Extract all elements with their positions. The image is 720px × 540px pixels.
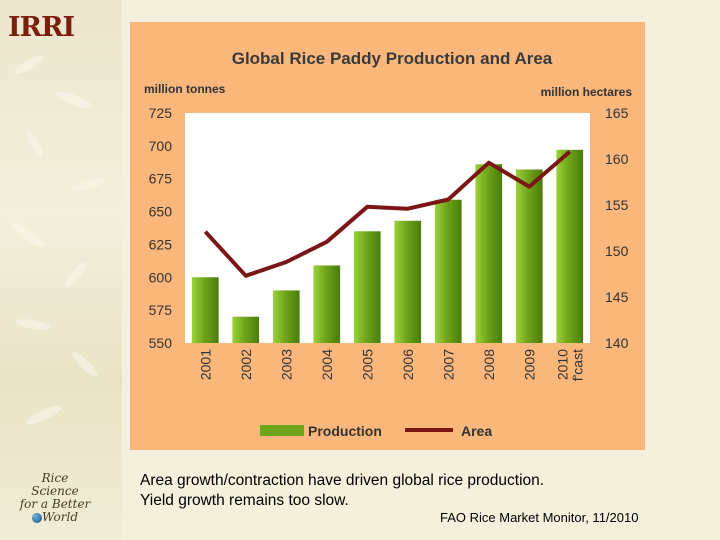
production-bar-2010 — [556, 149, 584, 343]
x-tick-2009: 2009 — [521, 349, 537, 380]
y-right-tick-140: 140 — [605, 335, 629, 351]
y-left-tick-600: 600 — [149, 269, 173, 285]
y-right-tick-165: 165 — [605, 105, 629, 121]
tagline-line-2: Science — [31, 484, 79, 498]
y-left-tick-650: 650 — [149, 204, 173, 220]
tagline-line-4: World — [42, 510, 78, 524]
x-tick-2007: 2007 — [440, 349, 456, 380]
production-bar-2005 — [353, 231, 381, 343]
legend-production-swatch — [260, 425, 304, 436]
globe-icon — [32, 512, 42, 523]
production-bar-2003 — [272, 290, 300, 343]
x-tick-fcast: f'cast — [569, 349, 585, 381]
y-left-tick-725: 725 — [149, 105, 173, 121]
legend-area-label: Area — [461, 423, 492, 439]
production-bar-2004 — [313, 265, 341, 343]
y-right-tick-145: 145 — [605, 289, 629, 305]
production-bar-2009 — [515, 169, 543, 343]
chart-title: Global Rice Paddy Production and Area — [232, 49, 553, 68]
y-right-tick-160: 160 — [605, 151, 629, 167]
y-left-tick-550: 550 — [149, 335, 173, 351]
x-tick-2004: 2004 — [319, 349, 335, 380]
y-left-tick-675: 675 — [149, 171, 173, 187]
y-axis-right-label: million hectares — [541, 85, 633, 99]
y-left-tick-700: 700 — [149, 138, 173, 154]
tagline-line-1: Rice — [41, 471, 69, 485]
production-bar-2002 — [232, 316, 260, 343]
x-tick-2006: 2006 — [400, 349, 416, 380]
x-tick-2008: 2008 — [481, 349, 497, 380]
y-axis-left-label: million tonnes — [144, 82, 226, 96]
y-right-tick-155: 155 — [605, 197, 629, 213]
caption-line-2: Yield growth remains too slow. — [140, 492, 349, 509]
rice-science-tagline: Rice Science for a Better World — [10, 472, 100, 524]
production-bar-2006 — [394, 220, 422, 343]
caption-line-1: Area growth/contraction have driven glob… — [140, 472, 545, 489]
production-area-chart: Global Rice Paddy Production and Area mi… — [144, 49, 633, 439]
irri-logo: IRRI — [8, 12, 75, 43]
area-line — [203, 150, 572, 278]
x-tick-2002: 2002 — [238, 349, 254, 380]
x-tick-2003: 2003 — [278, 349, 294, 380]
y-left-tick-625: 625 — [149, 236, 173, 252]
x-tick-2010: 2010 — [554, 349, 570, 380]
production-bar-2007 — [434, 199, 462, 343]
production-bar-2008 — [475, 164, 503, 343]
decorative-rice-strip — [0, 0, 122, 540]
y-left-tick-575: 575 — [149, 302, 173, 318]
y-right-tick-150: 150 — [605, 243, 629, 259]
caption: Area growth/contraction have driven glob… — [140, 471, 544, 511]
tagline-line-3: for a Better — [19, 497, 91, 511]
source-citation: FAO Rice Market Monitor, 11/2010 — [440, 510, 639, 525]
x-tick-2005: 2005 — [359, 349, 375, 380]
production-bar-2001 — [191, 277, 219, 343]
legend-production-label: Production — [308, 423, 382, 439]
chart-panel: Global Rice Paddy Production and Area mi… — [130, 22, 645, 450]
x-tick-2001: 2001 — [197, 349, 213, 380]
